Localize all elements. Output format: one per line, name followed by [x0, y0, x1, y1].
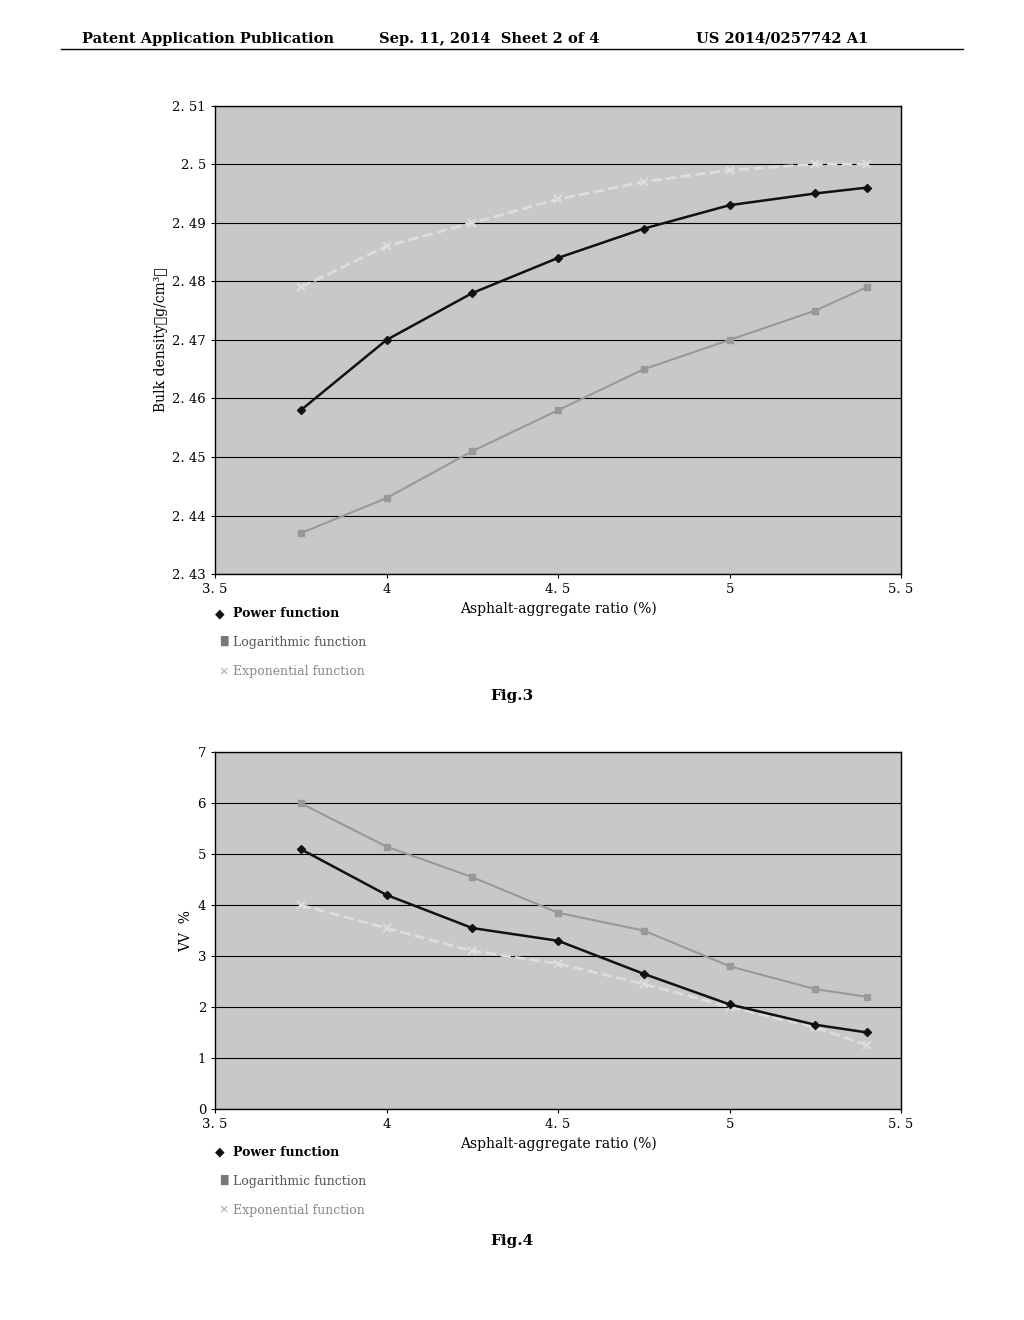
- Text: Power function: Power function: [233, 1146, 340, 1159]
- Text: ◆: ◆: [215, 1146, 224, 1159]
- Text: Logarithmic function: Logarithmic function: [233, 1175, 367, 1188]
- Text: Power function: Power function: [233, 607, 340, 620]
- Text: Exponential function: Exponential function: [233, 665, 366, 678]
- X-axis label: Asphalt-aggregate ratio (%): Asphalt-aggregate ratio (%): [460, 1137, 656, 1151]
- Text: Exponential function: Exponential function: [233, 1204, 366, 1217]
- Y-axis label: VV  %: VV %: [179, 909, 194, 952]
- Text: Fig.4: Fig.4: [490, 1234, 534, 1247]
- Text: Patent Application Publication: Patent Application Publication: [82, 32, 334, 46]
- X-axis label: Asphalt-aggregate ratio (%): Asphalt-aggregate ratio (%): [460, 602, 656, 616]
- Text: ◆: ◆: [215, 607, 224, 620]
- Text: █: █: [220, 636, 227, 647]
- Y-axis label: Bulk density（g/cm³）: Bulk density（g/cm³）: [154, 268, 168, 412]
- Text: █: █: [220, 1175, 227, 1185]
- Text: ×: ×: [218, 1204, 228, 1217]
- Text: Logarithmic function: Logarithmic function: [233, 636, 367, 649]
- Text: Fig.3: Fig.3: [490, 689, 534, 702]
- Text: Sep. 11, 2014  Sheet 2 of 4: Sep. 11, 2014 Sheet 2 of 4: [379, 32, 599, 46]
- Text: US 2014/0257742 A1: US 2014/0257742 A1: [696, 32, 868, 46]
- Text: ×: ×: [218, 665, 228, 678]
